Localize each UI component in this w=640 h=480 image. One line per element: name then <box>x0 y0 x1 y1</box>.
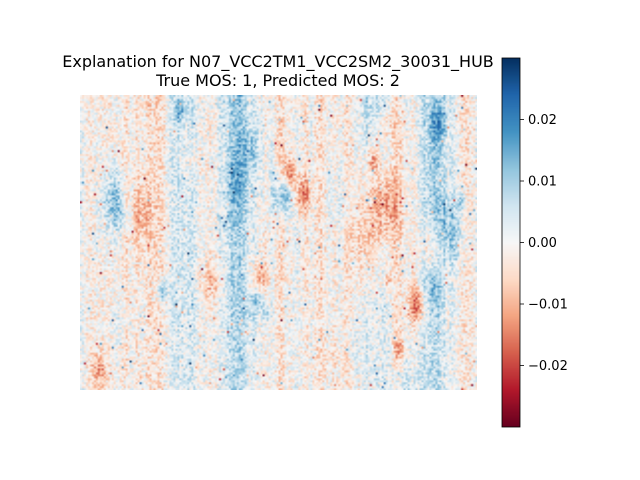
colorbar: 0.02 0.01 0.00 −0.01 −0.02 <box>501 57 568 428</box>
colorbar-tick-label: −0.01 <box>528 298 568 313</box>
colorbar-ticks: 0.02 0.01 0.00 −0.01 −0.02 <box>520 113 568 374</box>
colorbar-tick-label: 0.01 <box>528 175 557 190</box>
colorbar-tick-label: −0.02 <box>528 359 568 374</box>
colorbar-gradient <box>502 58 520 427</box>
chart-title-line-2: True MOS: 1, Predicted MOS: 2 <box>155 71 400 90</box>
heatmap <box>80 95 477 390</box>
colorbar-tick-label: 0.02 <box>528 113 557 128</box>
heatmap-image <box>80 95 477 390</box>
chart-title-line-1: Explanation for N07_VCC2TM1_VCC2SM2_3003… <box>62 52 494 72</box>
colorbar-tick-label: 0.00 <box>528 236 557 251</box>
